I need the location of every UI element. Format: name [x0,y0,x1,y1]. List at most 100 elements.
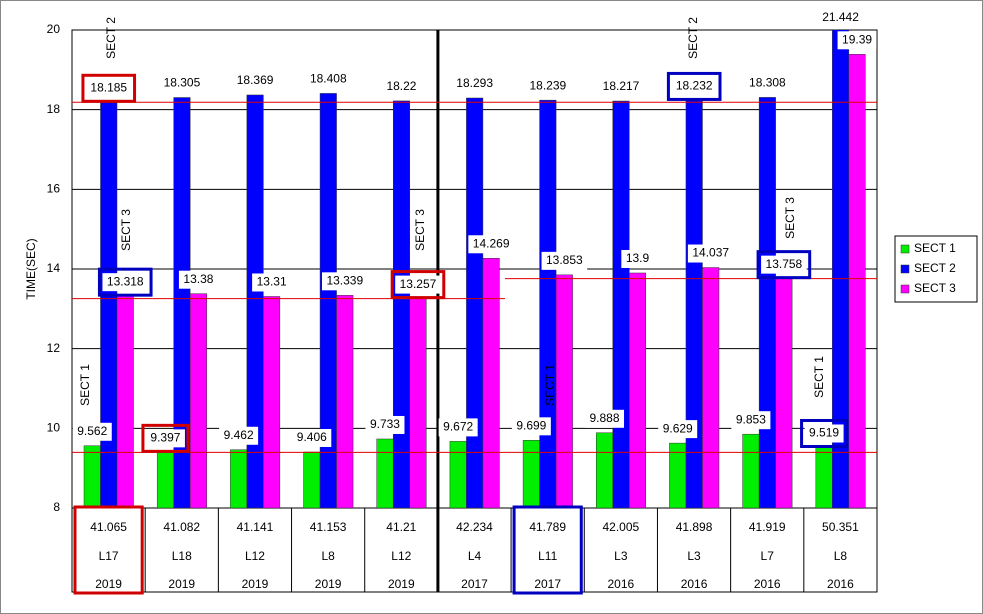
highlight-box [666,71,722,101]
value-label-bg [252,273,292,292]
value-label: 14.269 [473,236,510,250]
value-label: 13.257 [400,277,437,291]
total-label: 41.898 [676,520,713,534]
x-tick-label: L8 [321,549,335,563]
bar [376,438,394,508]
value-label-bg [305,70,352,89]
legend-swatch [900,244,910,254]
legend-label: SECT 2 [914,261,956,275]
value-label: 18.185 [90,80,127,94]
highlight-box [81,73,137,103]
bar [815,447,833,508]
value-label: 18.293 [456,76,493,90]
bar [629,272,647,508]
bar [742,433,760,508]
year-label: 2019 [315,577,342,591]
value-label-bg [365,415,405,434]
x-tick-label: L7 [761,549,775,563]
total-label: 41.789 [529,520,566,534]
bar [336,295,354,508]
legend-label: SECT 1 [914,241,956,255]
value-label-bg [817,9,864,27]
x-tick-label: L18 [172,549,192,563]
total-label: 42.234 [456,520,493,534]
value-label: 18.232 [676,79,713,93]
value-label-bg [395,275,441,294]
value-label-bg [658,420,698,439]
year-label: 2016 [681,577,708,591]
value-label-bg [438,418,478,437]
value-label: 18.305 [164,76,201,90]
value-label: 13.38 [183,272,213,286]
value-label: 9.853 [736,412,766,426]
value-label: 18.217 [603,79,640,93]
value-label-bg [511,417,551,436]
annotation: SECT 1 [543,364,557,406]
x-tick-label: L4 [468,549,482,563]
bar [555,274,573,508]
value-label-bg [145,429,185,448]
year-label: 2016 [608,577,635,591]
highlight-box [141,423,190,453]
bar [466,97,484,508]
value-label-bg [687,244,734,263]
year-label: 2019 [242,577,269,591]
bar [522,440,540,508]
total-label: 41.082 [163,520,200,534]
value-label-bg [541,251,588,270]
annotation: SECT 3 [119,209,133,251]
bar [303,451,321,508]
value-label: 9.888 [590,411,620,425]
bar [482,258,500,508]
bar [116,295,134,508]
highlight-box [800,418,849,448]
year-label: 2016 [754,577,781,591]
highlight-box [97,267,153,297]
x-tick-label: L12 [391,549,411,563]
value-label: 19.39 [842,32,872,46]
bar [246,94,264,508]
value-label: 13.339 [326,274,363,288]
value-label-bg [744,74,791,93]
highlight-box [390,270,446,300]
value-label: 9.672 [443,420,473,434]
value-label: 9.397 [150,431,180,445]
total-label: 50.351 [822,520,859,534]
value-label: 18.308 [749,76,786,90]
value-label: 21.442 [822,10,859,24]
value-label: 18.408 [310,72,347,86]
value-label-bg [468,235,514,254]
bar [612,100,630,508]
value-label: 9.406 [297,430,327,444]
value-label: 13.853 [546,253,583,267]
value-label: 14.037 [692,246,729,260]
bar [392,100,410,508]
total-label: 42.005 [603,520,640,534]
x-tick-label: L11 [538,549,557,563]
value-label-bg [85,79,132,98]
value-label: 9.699 [516,418,546,432]
highlight-box [73,505,144,595]
y-tick-label: 20 [47,22,61,36]
bar [539,99,557,508]
value-label-bg [72,422,112,441]
value-label-bg [621,249,654,268]
x-tick-label: L8 [834,549,848,563]
bar [100,102,118,508]
bar [263,296,281,508]
value-label: 13.758 [766,257,803,271]
year-label: 2019 [95,577,122,591]
value-label-bg [585,409,625,428]
highlight-box [512,505,583,595]
annotation: SECT 2 [104,17,118,59]
total-label: 41.919 [749,520,786,534]
bar [230,449,248,508]
year-label: 2019 [388,577,415,591]
y-tick-label: 10 [47,421,61,435]
annotation: SECT 3 [783,197,797,239]
value-label-bg [292,428,332,447]
bar [685,100,703,508]
value-label: 18.369 [237,73,274,87]
value-label-bg [525,77,571,96]
